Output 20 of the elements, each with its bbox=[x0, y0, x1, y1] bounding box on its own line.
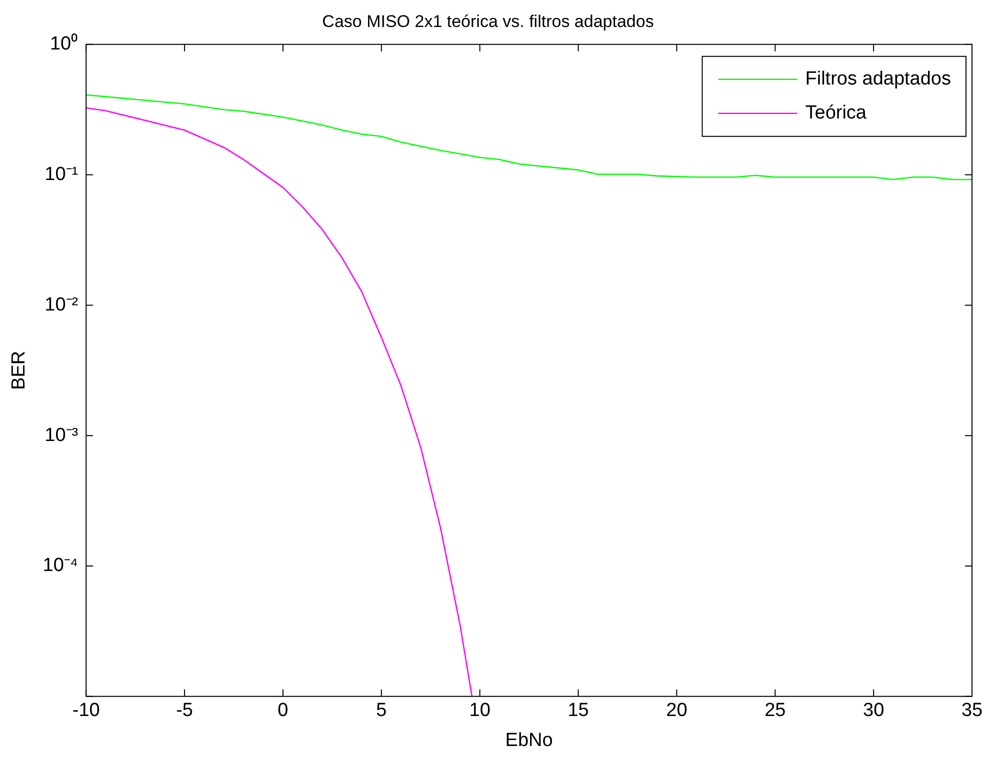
y-tick-label: 10⁻¹ bbox=[44, 164, 78, 186]
legend-label: Filtros adaptados bbox=[805, 68, 952, 90]
x-tick-label: 35 bbox=[961, 700, 983, 722]
legend-label: Teórica bbox=[805, 102, 867, 124]
x-tick-label: 20 bbox=[666, 700, 688, 722]
y-tick-label: 10⁰ bbox=[50, 32, 78, 55]
y-tick-label: 10⁻⁴ bbox=[42, 555, 78, 576]
x-tick-label: -5 bbox=[176, 700, 193, 722]
x-tick-label: 30 bbox=[862, 700, 884, 722]
y-axis-title: BER bbox=[8, 350, 30, 390]
chart-title: Caso MISO 2x1 teórica vs. filtros adaptados bbox=[322, 12, 654, 31]
x-tick-label: -10 bbox=[72, 700, 100, 722]
y-tick-label: 10⁻² bbox=[44, 294, 78, 316]
x-tick-label: 5 bbox=[376, 700, 387, 722]
x-tick-label: 15 bbox=[568, 700, 589, 722]
x-tick-label: 0 bbox=[278, 700, 288, 722]
y-tick-label: 10⁻³ bbox=[44, 424, 78, 446]
x-tick-label: 10 bbox=[469, 700, 490, 722]
x-axis-title: EbNo bbox=[505, 730, 553, 751]
x-tick-label: 25 bbox=[764, 700, 786, 722]
